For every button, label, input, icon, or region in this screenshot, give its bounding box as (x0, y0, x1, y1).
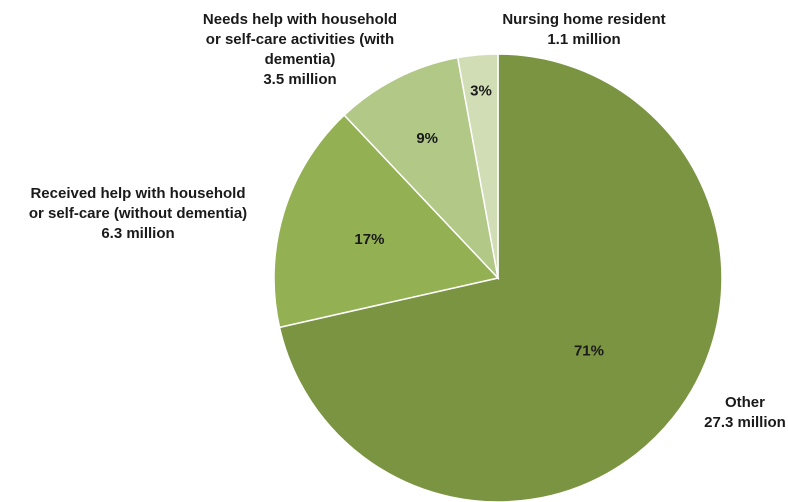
slice-label-nursing-home: Nursing home resident 1.1 million (502, 11, 665, 48)
pie-slice-nursing-home (456, 53, 499, 279)
pie-slice-other (278, 53, 723, 502)
percent-label-received-help: 17% (354, 231, 384, 248)
pie-slice-received-help (273, 114, 500, 329)
slice-label-other: Other 27.3 million (704, 394, 786, 431)
pie-slice-needs-help (343, 56, 500, 281)
slice-label-received-help: Received help with household or self-care… (29, 185, 247, 242)
slice-label-needs-help: Needs help with household or self-care ac… (203, 11, 397, 88)
percent-label-other: 71% (574, 343, 604, 360)
percent-label-needs-help: 9% (416, 130, 438, 147)
percent-label-nursing-home: 3% (470, 83, 492, 100)
